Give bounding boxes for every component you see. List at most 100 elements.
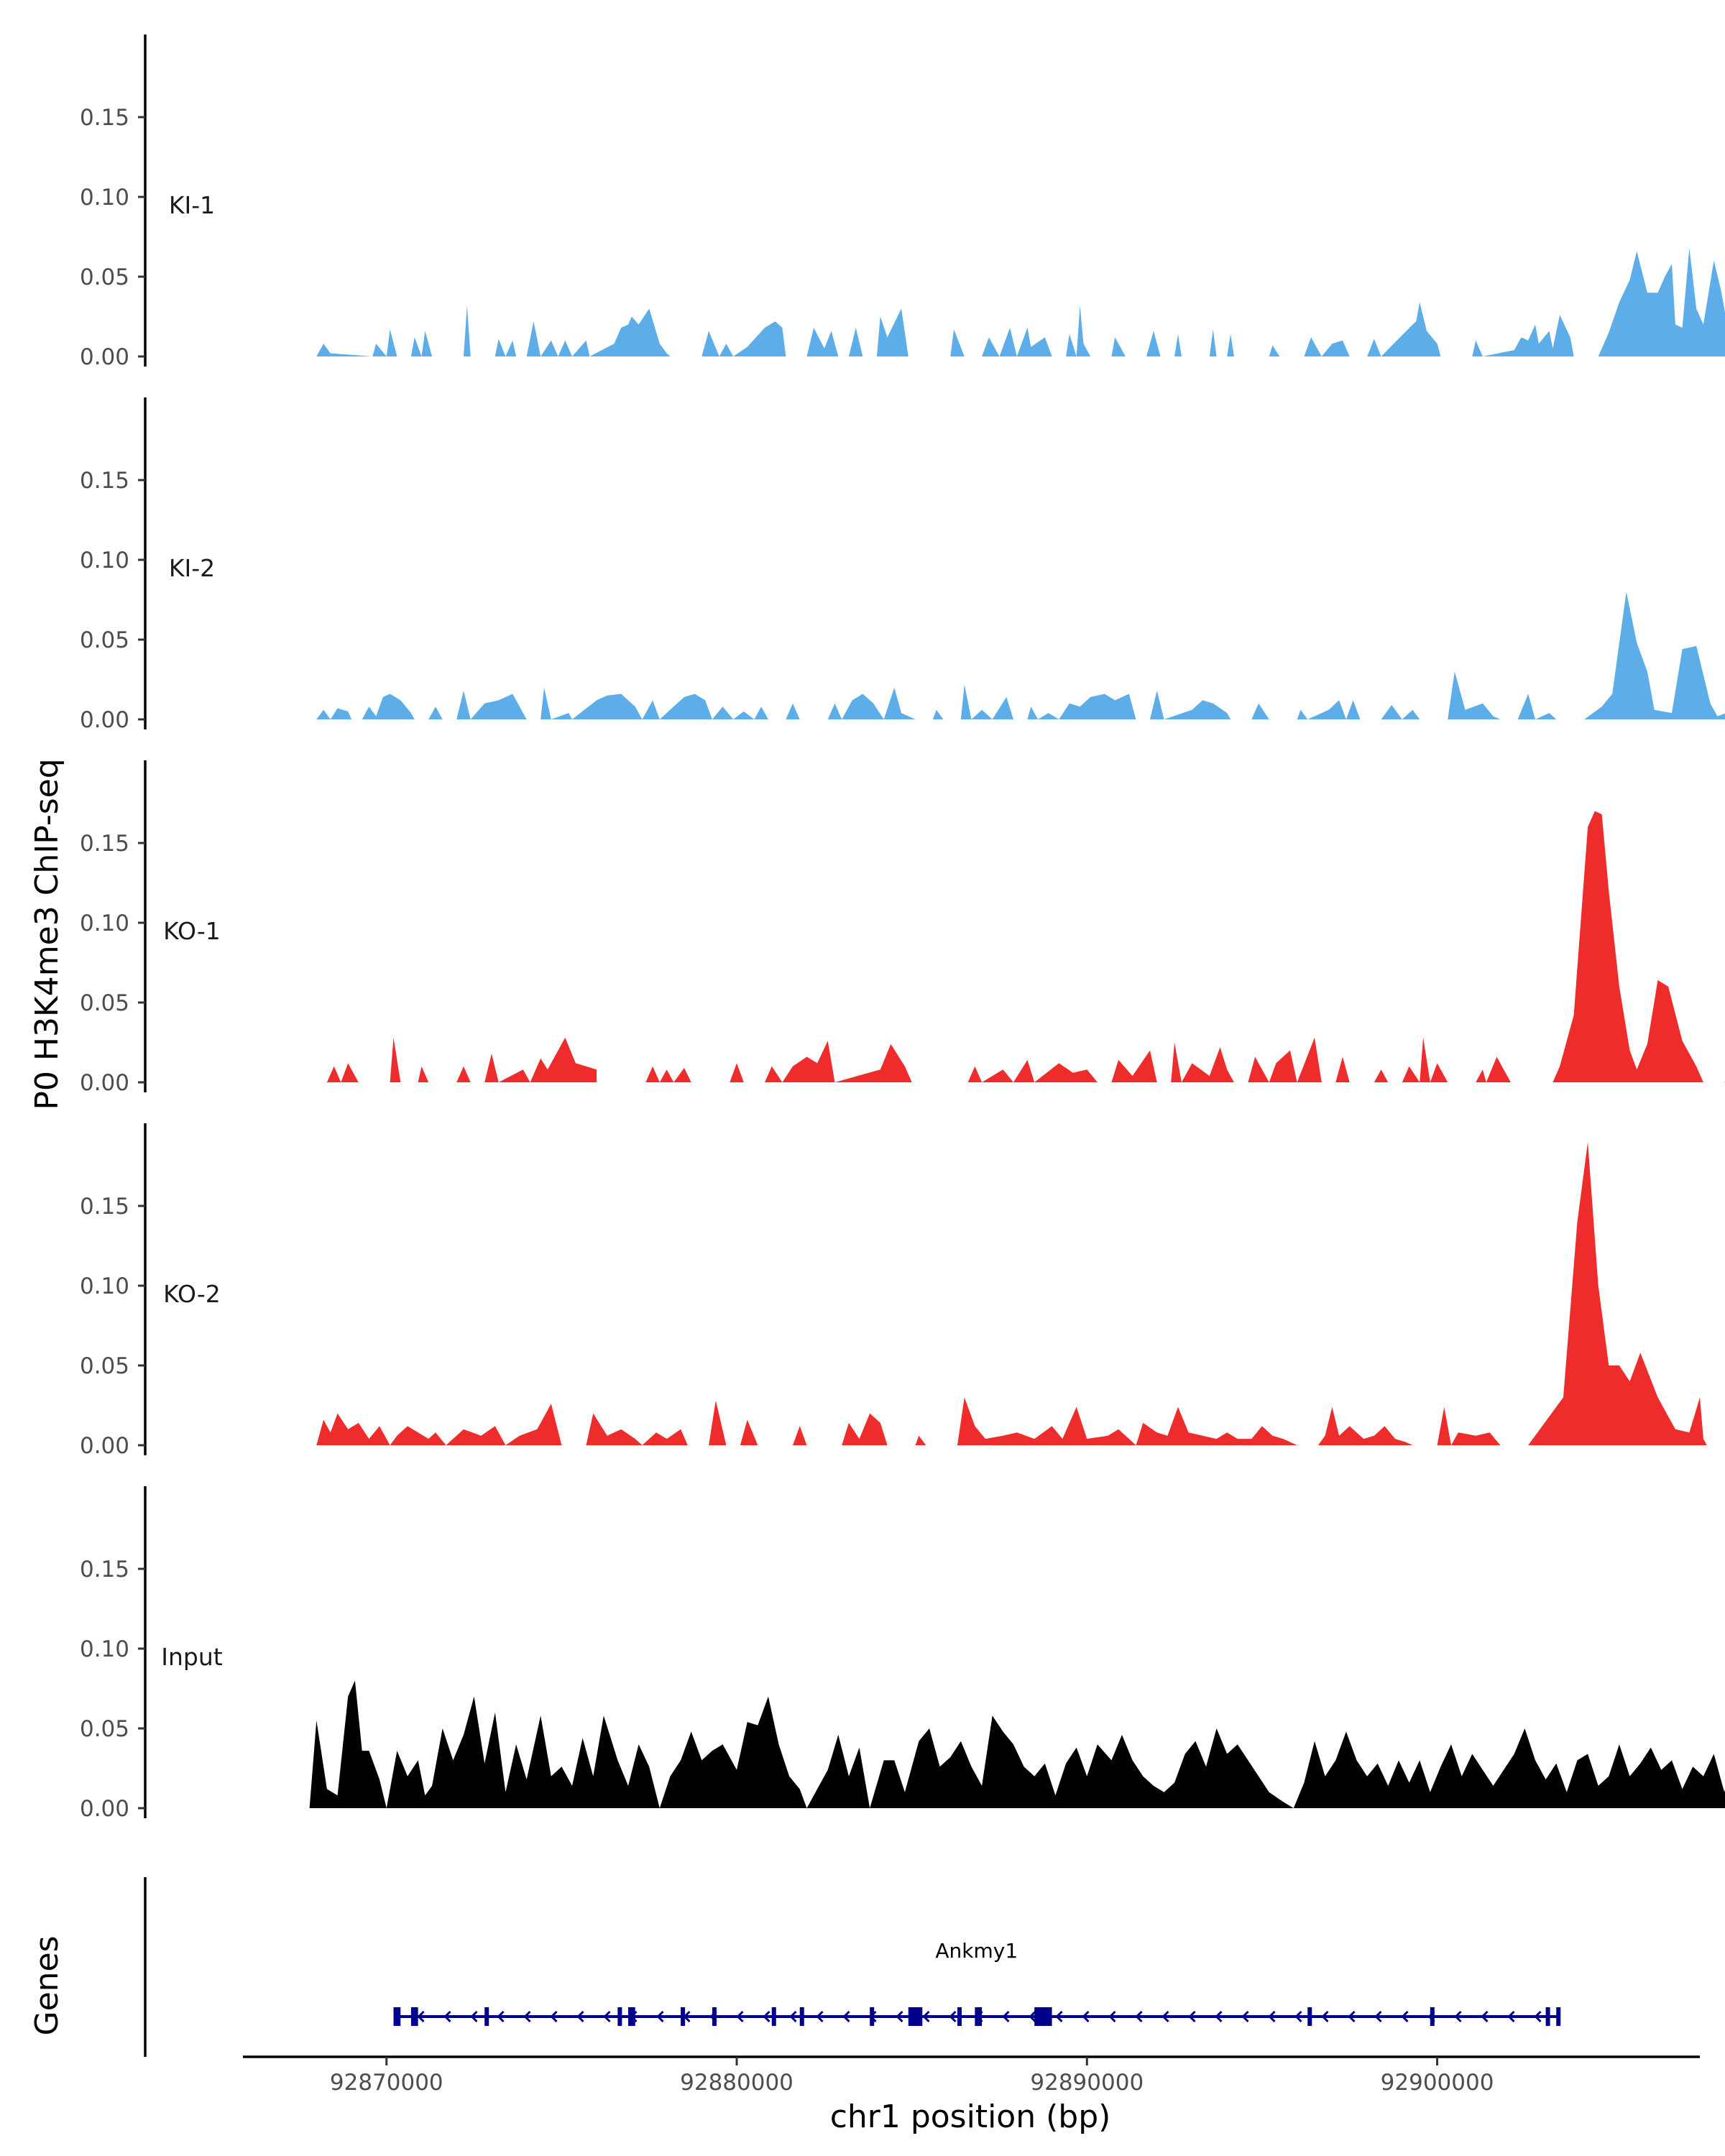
strand-arrow xyxy=(922,2010,930,2023)
strand-arrow xyxy=(1108,2010,1116,2023)
strand-arrow xyxy=(1401,2010,1409,2023)
strand-arrow xyxy=(656,2010,664,2023)
track-ko-1: 0.00 0.05 0.10 0.15 KO-1 xyxy=(80,760,1725,1096)
exon xyxy=(484,2007,489,2026)
strand-arrow xyxy=(1294,2010,1302,2023)
coverage-area-input xyxy=(309,1680,1725,1808)
strand-arrow xyxy=(949,2010,957,2023)
strand-arrow xyxy=(1454,2010,1462,2023)
strand-arrow xyxy=(1188,2010,1196,2023)
gene-ankmy1: Ankmy1 xyxy=(393,1939,1561,2026)
strand-arrow xyxy=(443,2010,451,2023)
y-tick-label: 0.00 xyxy=(80,707,129,733)
strand-arrow xyxy=(1135,2010,1143,2023)
exon xyxy=(1556,2007,1561,2026)
track-input: 0.00 0.05 0.10 0.15 Input xyxy=(80,1486,1725,1822)
strand-arrow xyxy=(1507,2010,1515,2023)
strand-arrow xyxy=(1374,2010,1382,2023)
exon xyxy=(681,2007,686,2026)
gene-name: Ankmy1 xyxy=(935,1939,1018,1963)
y-tick-label: 0.00 xyxy=(80,1433,129,1459)
exon xyxy=(393,2007,401,2026)
strand-arrow xyxy=(842,2010,850,2023)
strand-arrow xyxy=(1268,2010,1276,2023)
strand-arrow xyxy=(1029,2010,1036,2023)
y-tick-label: 0.00 xyxy=(80,1070,129,1096)
exon xyxy=(1307,2007,1312,2026)
y-tick-label: 0.00 xyxy=(80,1796,129,1822)
y-tick-label: 0.00 xyxy=(80,344,129,370)
strand-arrow xyxy=(736,2010,744,2023)
strand-arrow xyxy=(1215,2010,1223,2023)
exon xyxy=(1034,2007,1052,2026)
y-tick-label: 0.15 xyxy=(80,1194,129,1220)
x-tick-label: 92880000 xyxy=(680,2070,794,2096)
y-tick-label: 0.10 xyxy=(80,185,129,211)
strand-arrow xyxy=(1002,2010,1010,2023)
track-label: KI-2 xyxy=(169,554,215,582)
strand-arrow xyxy=(1321,2010,1329,2023)
y-tick-label: 0.05 xyxy=(80,1716,129,1742)
track-ki-2: 0.00 0.05 0.10 0.15 KI-2 xyxy=(80,397,1725,733)
strand-arrow xyxy=(1241,2010,1249,2023)
y-tick-label: 0.15 xyxy=(80,1557,129,1583)
x-tick-label: 92870000 xyxy=(330,2070,443,2096)
exon xyxy=(1430,2007,1435,2026)
strand-arrow xyxy=(1055,2010,1063,2023)
coverage-area-ki-1 xyxy=(316,248,1725,356)
y-tick-label: 0.10 xyxy=(80,1273,129,1299)
track-label: Input xyxy=(161,1643,223,1671)
track-label: KI-1 xyxy=(169,191,215,219)
strand-arrow xyxy=(763,2010,770,2023)
exon xyxy=(975,2007,983,2026)
exon xyxy=(1545,2007,1550,2026)
strand-arrow xyxy=(550,2010,558,2023)
exon xyxy=(957,2007,962,2026)
y-tick-label: 0.05 xyxy=(80,1353,129,1379)
strand-arrow xyxy=(1534,2010,1542,2023)
y-tick-label: 0.10 xyxy=(80,1636,129,1662)
strand-arrow xyxy=(497,2010,505,2023)
strand-arrow xyxy=(417,2010,425,2023)
x-axis-title: chr1 position (bp) xyxy=(830,2099,1111,2135)
y-tick-label: 0.10 xyxy=(80,548,129,573)
track-label: KO-2 xyxy=(163,1280,221,1308)
tracks-layer: 0.00 0.05 0.10 0.15 KI-1 0.00 0.05 0.10 0.15 KI-2… xyxy=(80,34,1725,1822)
y-tick-label: 0.05 xyxy=(80,627,129,653)
strand-arrow xyxy=(1481,2010,1489,2023)
exon xyxy=(799,2007,804,2026)
exon xyxy=(627,2007,635,2026)
strand-arrow xyxy=(896,2010,903,2023)
y-tick-label: 0.15 xyxy=(80,105,129,131)
strand-arrow xyxy=(789,2010,797,2023)
coverage-area-ko-1 xyxy=(326,811,1725,1082)
track-label: KO-1 xyxy=(163,917,221,945)
strand-arrow xyxy=(603,2010,611,2023)
x-axis: 92870000 92880000 92890000 92900000 xyxy=(243,2055,1700,2096)
strand-arrow xyxy=(523,2010,531,2023)
exon xyxy=(712,2007,717,2026)
coverage-area-ko-2 xyxy=(316,1142,1707,1445)
y-tick-label: 0.15 xyxy=(80,468,129,494)
exon xyxy=(908,2007,923,2026)
exon xyxy=(617,2007,622,2026)
exon xyxy=(410,2007,418,2026)
track-ki-1: 0.00 0.05 0.10 0.15 KI-1 xyxy=(80,34,1725,370)
y-tick-label: 0.10 xyxy=(80,911,129,936)
strand-arrow xyxy=(1348,2010,1356,2023)
x-tick-label: 92900000 xyxy=(1381,2070,1494,2096)
strand-arrow xyxy=(816,2010,824,2023)
x-tick-label: 92890000 xyxy=(1030,2070,1144,2096)
coverage-area-ki-2 xyxy=(316,591,1725,719)
genes-panel: Genes Ankmy1 xyxy=(29,1877,1561,2057)
strand-arrow xyxy=(1162,2010,1169,2023)
strand-arrow xyxy=(470,2010,478,2023)
y-axis-title: P0 H3K4me3 ChIP-seq xyxy=(29,758,65,1110)
y-tick-label: 0.05 xyxy=(80,990,129,1016)
genes-panel-label: Genes xyxy=(29,1935,65,2035)
track-ko-2: 0.00 0.05 0.10 0.15 KO-2 xyxy=(80,1123,1707,1459)
y-tick-label: 0.05 xyxy=(80,264,129,290)
strand-arrow xyxy=(1082,2010,1090,2023)
strand-arrow xyxy=(576,2010,584,2023)
